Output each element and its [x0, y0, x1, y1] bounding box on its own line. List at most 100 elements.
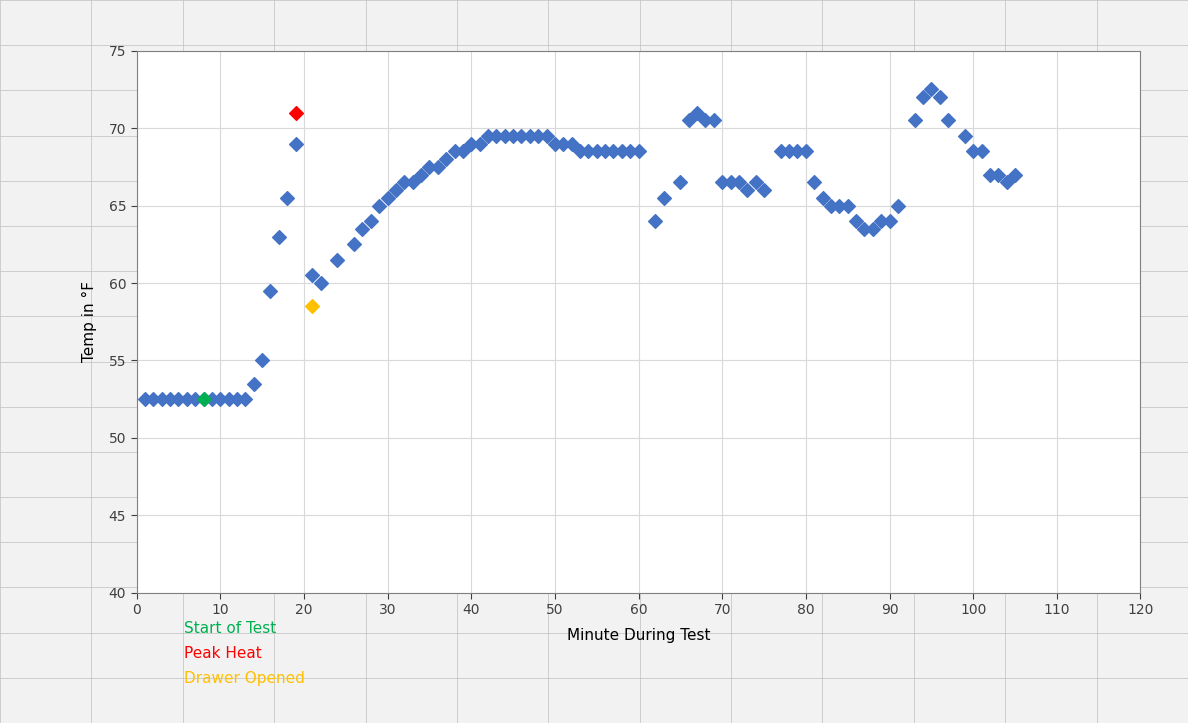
Point: [537, 130, 556, 142]
Text: Start of Test: Start of Test: [184, 620, 277, 636]
Point: [403, 176, 422, 188]
Point: [554, 138, 573, 150]
Point: [779, 145, 798, 157]
Point: [855, 223, 874, 234]
Text: Peak Heat: Peak Heat: [184, 646, 261, 661]
Point: [378, 192, 397, 204]
Point: [796, 145, 815, 157]
Point: [630, 145, 649, 157]
Point: [185, 393, 204, 405]
Point: [655, 192, 674, 204]
Point: [1005, 168, 1024, 180]
Point: [495, 130, 514, 142]
Point: [771, 145, 790, 157]
Point: [704, 114, 723, 126]
Point: [839, 200, 858, 211]
Point: [562, 138, 581, 150]
Point: [169, 393, 188, 405]
Point: [345, 239, 364, 250]
Point: [804, 176, 823, 188]
Point: [680, 114, 699, 126]
Point: [620, 145, 639, 157]
Point: [864, 223, 883, 234]
Point: [386, 184, 405, 196]
Point: [470, 138, 489, 150]
Point: [202, 393, 221, 405]
Point: [579, 145, 598, 157]
Point: [646, 215, 665, 227]
Point: [160, 393, 179, 405]
Point: [696, 114, 715, 126]
Point: [721, 176, 740, 188]
Point: [914, 91, 933, 103]
Point: [905, 114, 924, 126]
Point: [688, 107, 707, 119]
Point: [829, 200, 848, 211]
Point: [135, 393, 154, 405]
Text: Drawer Opened: Drawer Opened: [184, 671, 305, 686]
Point: [394, 176, 413, 188]
Point: [529, 130, 548, 142]
Point: [587, 145, 606, 157]
Point: [286, 138, 305, 150]
Point: [746, 176, 765, 188]
Point: [479, 130, 498, 142]
Point: [847, 215, 866, 227]
Point: [437, 153, 456, 165]
Point: [729, 176, 748, 188]
Point: [278, 192, 297, 204]
Point: [328, 254, 347, 265]
Point: [361, 215, 380, 227]
Point: [353, 223, 372, 234]
Point: [997, 176, 1016, 188]
Point: [738, 184, 757, 196]
Point: [236, 393, 255, 405]
Point: [270, 231, 289, 242]
Point: [889, 200, 908, 211]
Point: [419, 161, 438, 173]
Point: [922, 84, 941, 95]
Point: [612, 145, 631, 157]
Point: [713, 176, 732, 188]
Point: [194, 393, 213, 405]
Point: [520, 130, 539, 142]
Point: [872, 215, 891, 227]
Point: [788, 145, 807, 157]
Point: [286, 107, 305, 119]
Point: [152, 393, 171, 405]
X-axis label: Minute During Test: Minute During Test: [567, 628, 710, 643]
Point: [462, 138, 481, 150]
Point: [963, 145, 982, 157]
Point: [446, 145, 465, 157]
Point: [988, 168, 1007, 180]
Point: [261, 285, 280, 296]
Point: [980, 168, 999, 180]
Point: [570, 145, 589, 157]
Point: [595, 145, 614, 157]
Point: [939, 114, 958, 126]
Point: [245, 378, 264, 390]
Point: [428, 161, 447, 173]
Point: [972, 145, 991, 157]
Point: [955, 130, 974, 142]
Point: [487, 130, 506, 142]
Point: [369, 200, 388, 211]
Point: [880, 215, 899, 227]
Point: [219, 393, 238, 405]
Point: [545, 138, 564, 150]
Point: [210, 393, 229, 405]
Point: [177, 393, 196, 405]
Point: [194, 393, 213, 405]
Point: [671, 176, 690, 188]
Point: [821, 200, 840, 211]
Y-axis label: Temp in °F: Temp in °F: [82, 281, 97, 362]
Point: [228, 393, 247, 405]
Point: [512, 130, 531, 142]
Point: [253, 355, 272, 367]
Point: [411, 168, 430, 180]
Point: [504, 130, 523, 142]
Point: [303, 270, 322, 281]
Point: [930, 91, 949, 103]
Point: [604, 145, 623, 157]
Point: [813, 192, 832, 204]
